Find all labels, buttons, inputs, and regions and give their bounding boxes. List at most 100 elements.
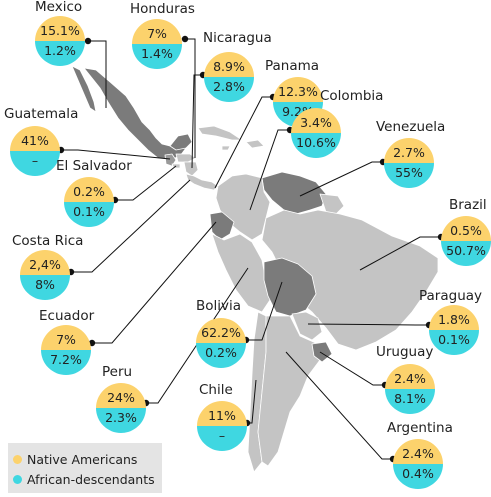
african-value-venezuela: 55% <box>384 163 434 188</box>
native-value-brazil: 0.5% <box>441 216 491 241</box>
native-value-el-salvador: 0.2% <box>64 177 114 202</box>
country-name-costa-rica: Costa Rica <box>12 233 84 249</box>
african-value-mexico: 1.2% <box>35 41 85 66</box>
leader-brazil <box>359 236 441 271</box>
country-name-el-salvador: El Salvador <box>56 158 132 174</box>
african-value-honduras: 1.4% <box>132 44 182 69</box>
leader-venezuela <box>299 161 383 197</box>
native-value-honduras: 7% <box>132 19 182 44</box>
african-value-ecuador: 7.2% <box>41 350 91 375</box>
leader-el-salvador <box>115 165 177 201</box>
leader-nicaragua <box>191 74 203 169</box>
leader-honduras <box>185 38 196 158</box>
badge-uruguay: 2.4% 8.1% <box>385 364 435 414</box>
native-value-panama: 12.3% <box>273 77 323 102</box>
country-name-ecuador: Ecuador <box>39 308 95 324</box>
country-name-argentina: Argentina <box>387 420 453 436</box>
legend-swatch-native <box>13 455 22 464</box>
region-ecuador <box>209 211 235 241</box>
country-name-colombia: Colombia <box>320 88 384 104</box>
native-value-chile: 11% <box>197 401 247 426</box>
legend-swatch-african <box>13 475 22 484</box>
native-value-argentina: 2.4% <box>393 439 443 464</box>
country-name-brazil: Brazil <box>449 197 487 213</box>
country-name-nicaragua: Nicaragua <box>203 30 272 46</box>
leader-mexico <box>88 40 107 108</box>
region-paraguay <box>291 311 323 341</box>
legend-item-african: African-descendants <box>13 472 155 487</box>
native-value-peru: 24% <box>96 383 146 408</box>
region-uruguay <box>311 341 333 363</box>
leader-colombia <box>249 129 290 211</box>
african-value-colombia: 10.6% <box>291 133 341 158</box>
dot-mexico <box>84 37 92 45</box>
legend: Native Americans African-descendants <box>8 443 162 493</box>
country-name-mexico: Mexico <box>35 0 83 15</box>
region-guianas <box>319 193 345 215</box>
leader-costa-rica <box>71 179 191 273</box>
badge-argentina: 2.4% 0.4% <box>393 439 443 489</box>
native-value-venezuela: 2.7% <box>384 138 434 163</box>
leader-panama <box>214 96 273 189</box>
country-name-panama: Panama <box>265 58 320 74</box>
african-value-uruguay: 8.1% <box>385 389 435 414</box>
native-value-colombia: 3.4% <box>291 108 341 133</box>
african-value-argentina: 0.4% <box>393 464 443 489</box>
leader-ecuador <box>92 221 217 344</box>
native-value-mexico: 15.1% <box>35 16 85 41</box>
badge-mexico: 15.1% 1.2% <box>35 16 85 66</box>
country-name-uruguay: Uruguay <box>376 344 434 360</box>
region-venezuela <box>261 171 327 215</box>
native-value-ecuador: 7% <box>41 325 91 350</box>
region-nicaragua <box>183 161 199 177</box>
african-value-el-salvador: 0.1% <box>64 202 114 227</box>
badge-nicaragua: 8.9% 2.8% <box>204 52 254 102</box>
native-value-uruguay: 2.4% <box>385 364 435 389</box>
badge-colombia: 3.4% 10.6% <box>291 108 341 158</box>
region-caribbean-hispaniola <box>245 139 265 149</box>
badge-venezuela: 2.7% 55% <box>384 138 434 188</box>
badge-guatemala: 41% – <box>10 126 60 176</box>
african-value-costa-rica: 8% <box>20 275 70 300</box>
african-value-guatemala: – <box>10 151 60 176</box>
region-costa-rica-panama <box>185 173 219 191</box>
badge-ecuador: 7% 7.2% <box>41 325 91 375</box>
badge-chile: 11% – <box>197 401 247 451</box>
country-name-honduras: Honduras <box>130 1 195 17</box>
country-name-chile: Chile <box>199 382 233 398</box>
legend-label-native: Native Americans <box>27 452 138 467</box>
african-value-paraguay: 0.1% <box>429 330 479 355</box>
native-value-nicaragua: 8.9% <box>204 52 254 77</box>
region-argentina <box>257 315 321 467</box>
badge-el-salvador: 0.2% 0.1% <box>64 177 114 227</box>
leader-argentina <box>285 351 393 460</box>
african-value-bolivia: 0.2% <box>196 343 246 368</box>
badge-bolivia: 62.2% 0.2% <box>196 318 246 368</box>
badge-paraguay: 1.8% 0.1% <box>429 305 479 355</box>
region-mexico-baja <box>71 65 97 113</box>
leader-guatemala <box>61 149 171 160</box>
country-name-bolivia: Bolivia <box>196 298 242 314</box>
region-caribbean-jamaica <box>221 145 231 151</box>
country-name-paraguay: Paraguay <box>419 288 483 304</box>
region-bolivia <box>263 257 317 317</box>
country-name-guatemala: Guatemala <box>4 106 79 122</box>
native-value-paraguay: 1.8% <box>429 305 479 330</box>
african-value-brazil: 50.7% <box>441 241 491 266</box>
leader-uruguay <box>319 351 385 386</box>
badge-brazil: 0.5% 50.7% <box>441 216 491 266</box>
badge-honduras: 7% 1.4% <box>132 19 182 69</box>
native-value-guatemala: 41% <box>10 126 60 151</box>
african-value-chile: – <box>197 426 247 451</box>
african-value-nicaragua: 2.8% <box>204 77 254 102</box>
country-name-peru: Peru <box>102 364 133 380</box>
region-caribbean-cuba <box>197 125 243 141</box>
legend-item-native: Native Americans <box>13 452 137 467</box>
leader-bolivia <box>246 281 283 341</box>
leader-paraguay <box>307 323 429 326</box>
country-name-venezuela: Venezuela <box>376 119 446 135</box>
badge-costa-rica: 2,4% 8% <box>20 250 70 300</box>
native-value-bolivia: 62.2% <box>196 318 246 343</box>
leader-peru <box>146 267 249 404</box>
